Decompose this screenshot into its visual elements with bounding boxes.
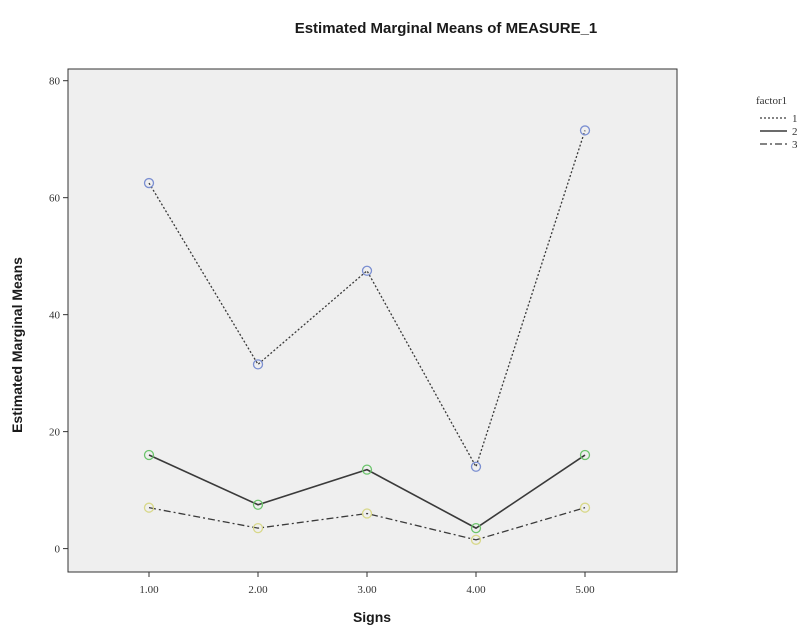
series-1-point-4 bbox=[579, 125, 591, 136]
series-layer bbox=[143, 125, 591, 545]
legend-label-2: 2 bbox=[792, 126, 798, 138]
series-1-point-2 bbox=[361, 265, 373, 276]
series-1-point-1 bbox=[252, 359, 264, 370]
x-tick-label-2: 3.00 bbox=[357, 584, 377, 596]
series-2-point-4 bbox=[579, 449, 591, 461]
chart-title: Estimated Marginal Means of MEASURE_1 bbox=[295, 20, 598, 37]
y-tick-label-0: 0 bbox=[55, 544, 61, 556]
legend-title: factor1 bbox=[756, 95, 787, 107]
series-3-point-2 bbox=[361, 508, 373, 519]
y-axis-title: Estimated Marginal Means bbox=[9, 257, 25, 433]
series-1-point-0 bbox=[143, 177, 155, 189]
legend: factor1 123 bbox=[756, 95, 798, 151]
series-1-point-3 bbox=[470, 461, 482, 472]
y-tick-label-4: 80 bbox=[49, 76, 61, 88]
series-line-1 bbox=[148, 130, 586, 469]
y-tick-label-2: 40 bbox=[49, 310, 61, 322]
legend-label-3: 3 bbox=[792, 139, 798, 151]
x-tick-label-1: 2.00 bbox=[248, 584, 268, 596]
series-3-point-1 bbox=[252, 522, 264, 534]
legend-items: 123 bbox=[760, 113, 798, 151]
series-3-point-4 bbox=[579, 502, 591, 513]
series-line-2 bbox=[148, 454, 586, 530]
series-2-point-0 bbox=[143, 449, 155, 461]
y-tick-label-3: 60 bbox=[49, 193, 61, 205]
series-3-point-0 bbox=[143, 502, 155, 513]
x-tick-label-0: 1.00 bbox=[139, 584, 159, 596]
series-line-3 bbox=[148, 507, 586, 541]
plot-area bbox=[67, 68, 678, 573]
x-axis: 1.00 2.00 3.00 4.00 5.00 bbox=[139, 572, 595, 596]
y-tick-label-1: 20 bbox=[49, 427, 61, 439]
x-tick-label-4: 5.00 bbox=[575, 584, 595, 596]
legend-label-1: 1 bbox=[792, 113, 798, 125]
series-2-point-2 bbox=[361, 464, 373, 475]
x-tick-label-3: 4.00 bbox=[466, 584, 486, 596]
series-2-point-1 bbox=[252, 499, 264, 510]
y-axis: 0 20 40 60 80 bbox=[49, 76, 68, 556]
x-axis-title: Signs bbox=[353, 609, 391, 625]
series-3-point-3 bbox=[470, 534, 482, 545]
series-2-point-3 bbox=[470, 522, 482, 534]
